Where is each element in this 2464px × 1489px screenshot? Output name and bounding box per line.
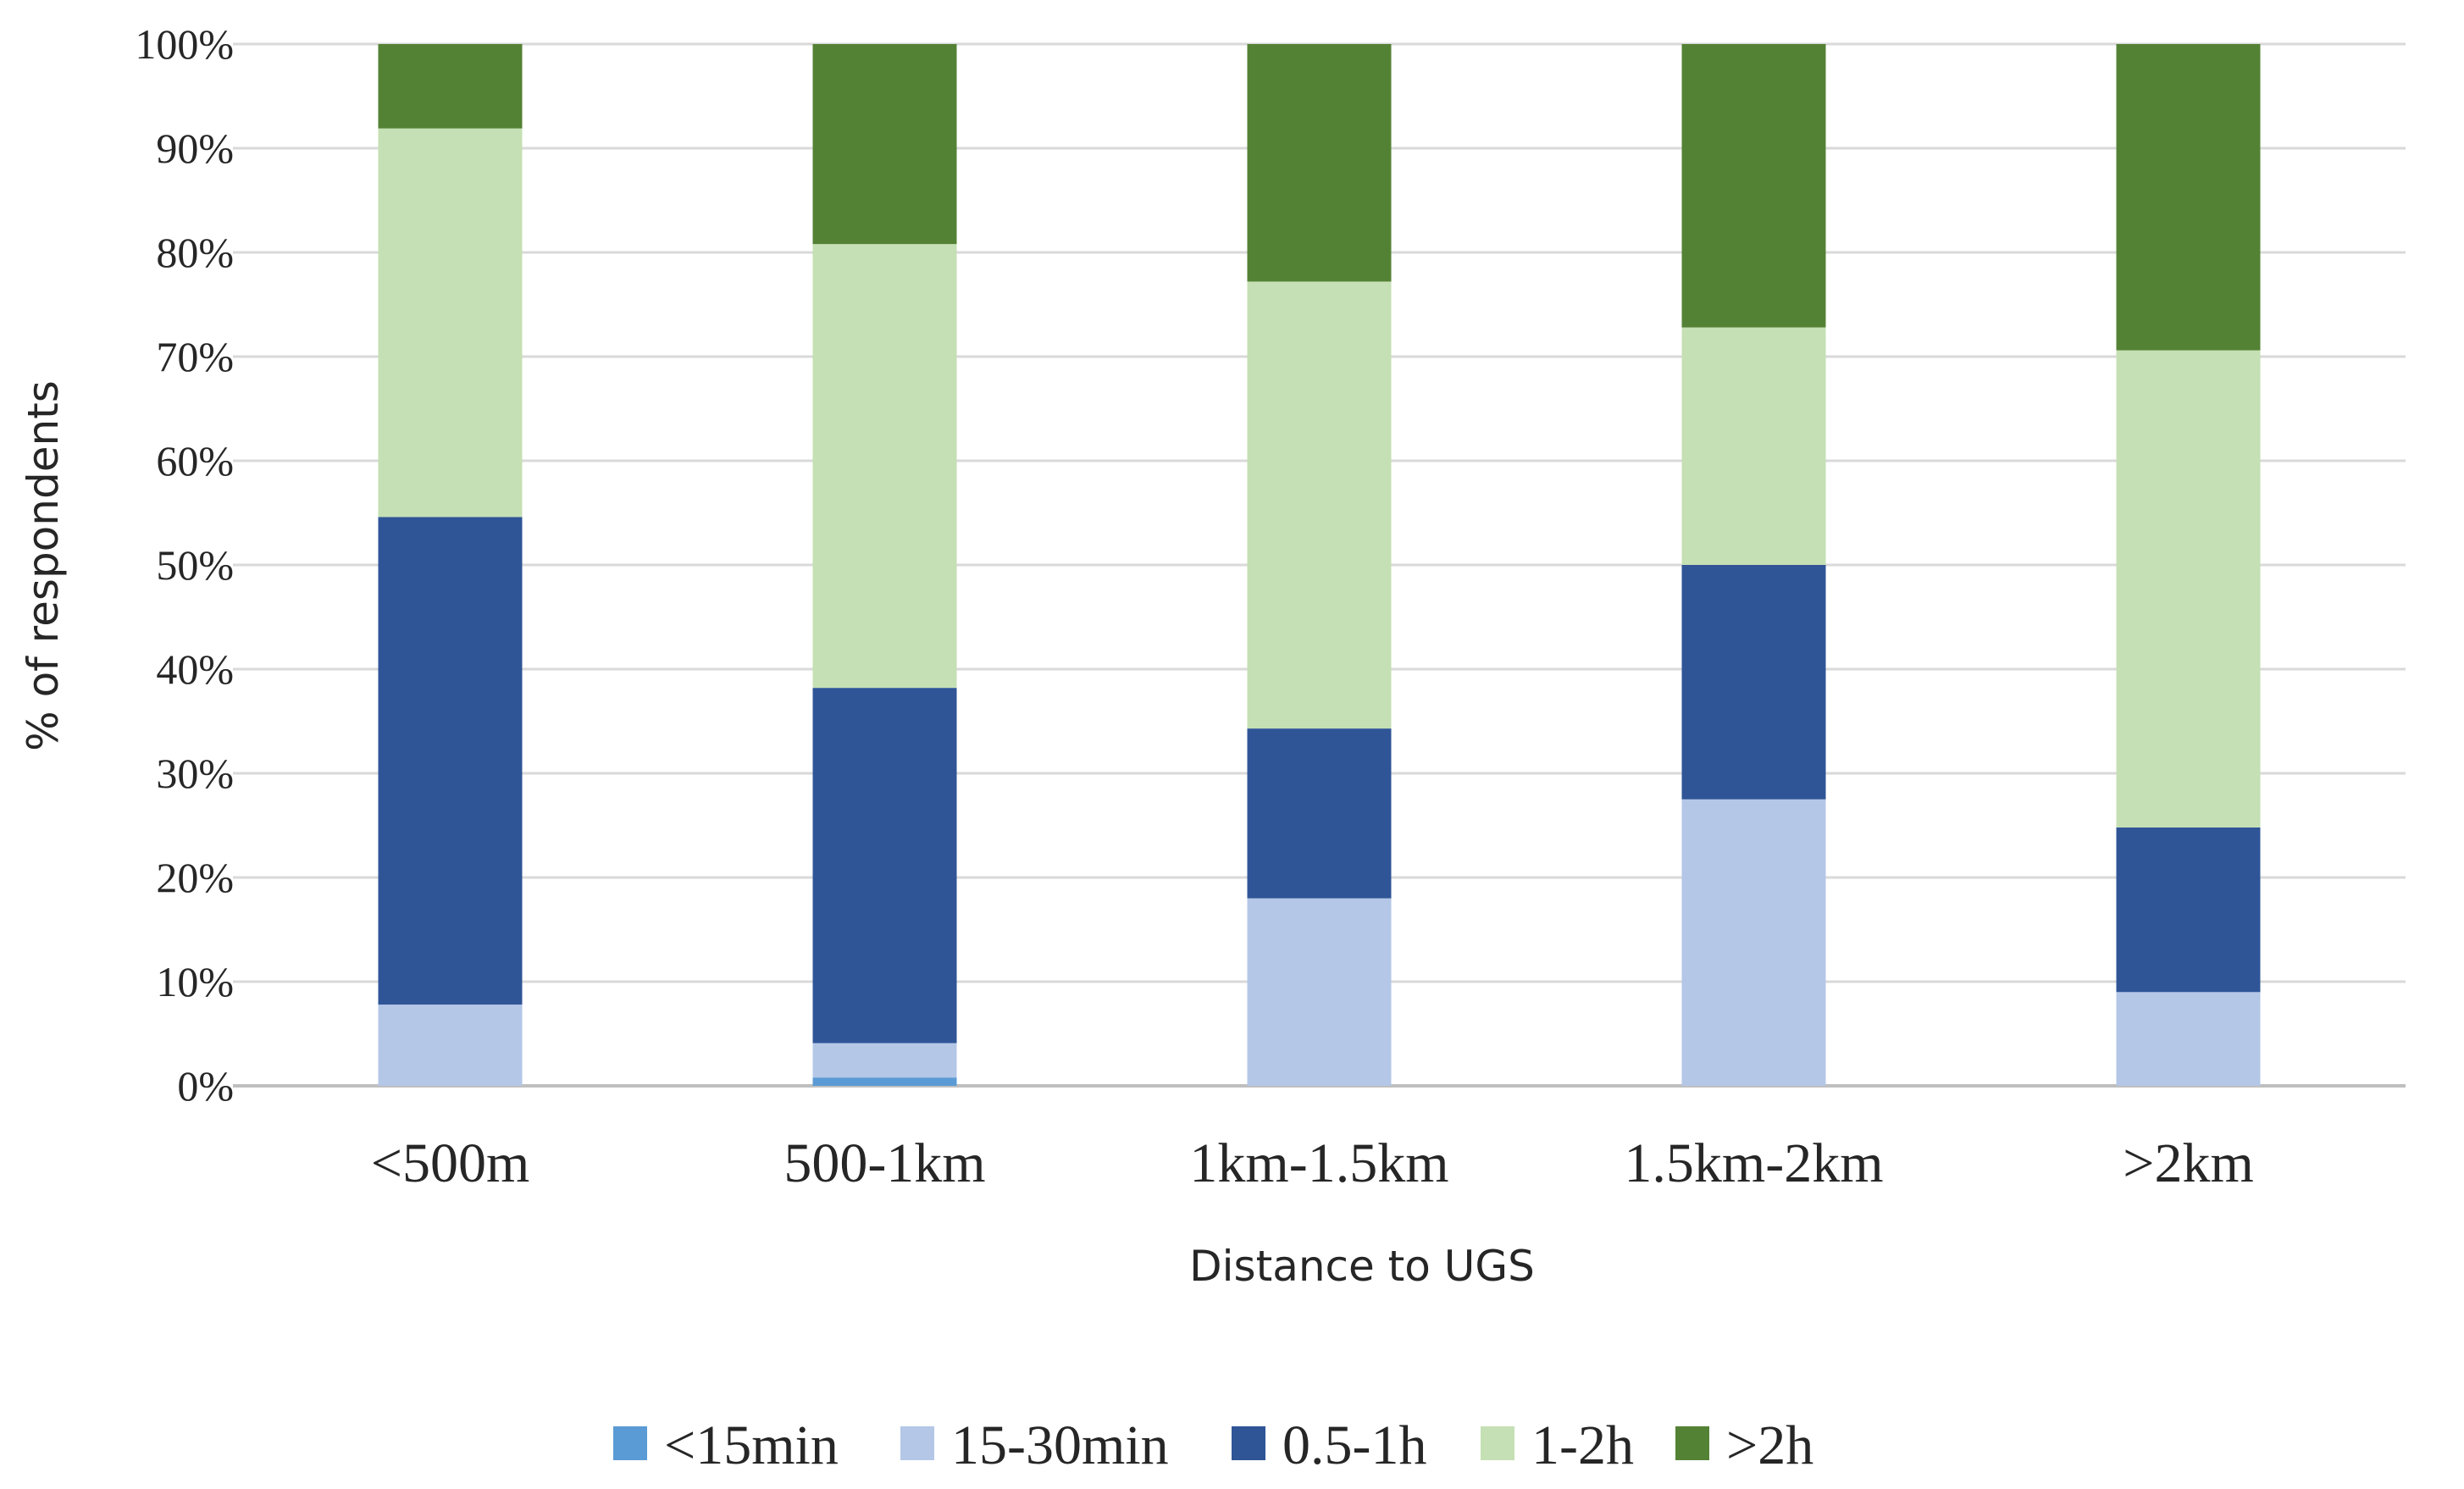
legend-swatch bbox=[900, 1426, 934, 1460]
bar-segment bbox=[2116, 992, 2261, 1086]
legend-swatch bbox=[1232, 1426, 1265, 1460]
legend-swatch bbox=[1675, 1426, 1709, 1460]
bar-segment bbox=[378, 44, 523, 129]
y-axis-label: % of respondents bbox=[19, 380, 68, 751]
legend-label: 1-2h bbox=[1531, 1414, 1634, 1476]
bar-segment bbox=[1247, 281, 1392, 729]
y-tick-label: 70% bbox=[156, 333, 234, 380]
y-tick-label: 80% bbox=[156, 229, 234, 276]
y-tick-label: 50% bbox=[156, 541, 234, 589]
bar-segment bbox=[2116, 350, 2261, 828]
y-tick-label: 0% bbox=[177, 1062, 234, 1110]
x-tick-label: 500-1km bbox=[783, 1132, 985, 1194]
bar-segment bbox=[1681, 799, 1826, 1086]
bar-segment bbox=[2116, 44, 2261, 351]
bar-segment bbox=[1247, 728, 1392, 899]
bar-segment bbox=[812, 688, 957, 1043]
legend-swatch bbox=[1481, 1426, 1514, 1460]
bar-segment bbox=[1681, 44, 1826, 328]
bar-segment bbox=[1247, 898, 1392, 1086]
legend-swatch bbox=[613, 1426, 647, 1460]
legend-label: <15min bbox=[664, 1414, 839, 1476]
bars bbox=[378, 44, 2261, 1086]
bar-segment bbox=[812, 1043, 957, 1078]
y-tick-label: 20% bbox=[156, 854, 234, 901]
bar-segment bbox=[378, 128, 523, 518]
y-tick-label: 40% bbox=[156, 645, 234, 693]
bar-segment bbox=[812, 244, 957, 689]
x-tick-label: >2km bbox=[2123, 1132, 2254, 1194]
y-tick-label: 90% bbox=[156, 125, 234, 172]
y-tick-label: 100% bbox=[135, 20, 234, 68]
bar-segment bbox=[1247, 44, 1392, 282]
bar-segment bbox=[2116, 827, 2261, 993]
y-tick-label: 10% bbox=[156, 958, 234, 1005]
y-tick-label: 60% bbox=[156, 437, 234, 484]
bar-segment bbox=[812, 1077, 957, 1086]
y-tick-label: 30% bbox=[156, 750, 234, 797]
bar-segment bbox=[1681, 565, 1826, 800]
bar-segment bbox=[378, 517, 523, 1005]
legend-label: 0.5-1h bbox=[1282, 1414, 1426, 1476]
bar-segment bbox=[378, 1005, 523, 1086]
x-axis-label: Distance to UGS bbox=[1189, 1242, 1535, 1291]
legend-label: >2h bbox=[1726, 1414, 1813, 1476]
legend: <15min 15-30min 0.5-1h 1-2h >2h bbox=[613, 1414, 1813, 1476]
x-axis-ticks: <500m 500-1km 1km-1.5km 1.5km-2km >2km bbox=[371, 1132, 2254, 1194]
bar-segment bbox=[812, 44, 957, 245]
y-axis-ticks: 0% 10% 20% 30% 40% 50% 60% 70% 80% 90% 100% bbox=[135, 20, 234, 1110]
bar-segment bbox=[1681, 327, 1826, 565]
x-tick-label: 1.5km-2km bbox=[1624, 1132, 1883, 1194]
x-tick-label: 1km-1.5km bbox=[1189, 1132, 1448, 1194]
legend-label: 15-30min bbox=[951, 1414, 1169, 1476]
x-tick-label: <500m bbox=[371, 1132, 530, 1194]
